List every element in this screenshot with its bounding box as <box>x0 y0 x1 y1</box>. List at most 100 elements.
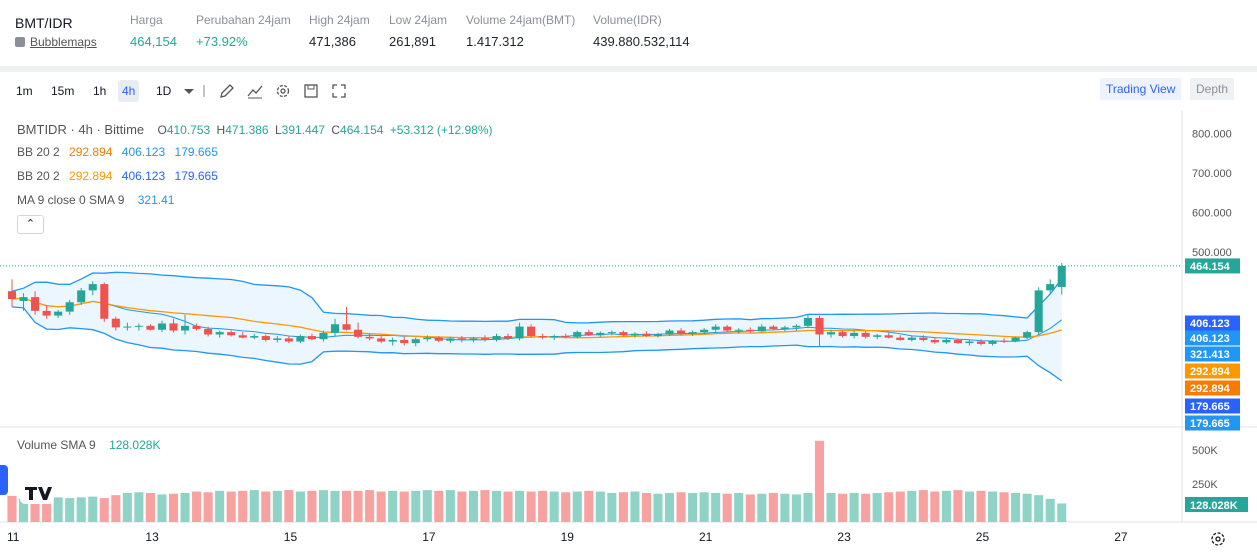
high-value: 471.386 <box>225 123 269 137</box>
volume-bar <box>399 491 409 522</box>
candle-body <box>134 325 143 327</box>
collapse-legend-button[interactable]: ⌃ <box>17 215 44 234</box>
candle <box>850 330 859 339</box>
candle <box>1034 287 1043 335</box>
side-expand-tab[interactable] <box>0 465 8 495</box>
candle-body <box>815 317 824 335</box>
candle <box>146 324 155 331</box>
high-label: H <box>216 123 226 137</box>
logo-v <box>38 487 52 500</box>
timeframe-4h[interactable]: 4h <box>118 80 140 102</box>
bubblemaps-link[interactable]: Bubblemaps <box>15 35 97 49</box>
save-icon[interactable] <box>302 82 320 100</box>
candle-body <box>123 326 132 328</box>
candle-body <box>642 333 651 337</box>
chevron-down-icon[interactable] <box>180 82 198 100</box>
volume-label-bg <box>1185 497 1248 512</box>
timeframe-1h[interactable]: 1h <box>93 84 107 98</box>
candle-body <box>457 338 466 340</box>
volume-bar <box>53 497 63 522</box>
timeframe-1d[interactable]: 1D <box>156 84 172 98</box>
timeframe-15m[interactable]: 15m <box>51 84 75 98</box>
volume-bar <box>341 490 352 522</box>
candle-body <box>538 336 547 338</box>
time-tick-label: 13 <box>145 530 159 544</box>
stat-value: 261,891 <box>389 34 436 49</box>
volume-tick-label: 250K <box>1192 479 1218 491</box>
time-tick-label: 15 <box>284 530 298 544</box>
candle-body <box>503 336 513 339</box>
volume-bar <box>699 492 709 522</box>
volume-bar <box>111 495 121 522</box>
indicator-icon[interactable] <box>246 82 264 100</box>
volume-bar <box>330 490 340 522</box>
candle-body <box>1046 284 1055 291</box>
candle <box>273 336 282 343</box>
change-value: +53.312 (+12.98%) <box>389 123 493 137</box>
candle <box>169 318 178 333</box>
bb-lower: 179.665 <box>174 145 218 159</box>
volume-bar <box>745 494 755 522</box>
candle <box>792 324 801 331</box>
volume-bar <box>445 490 455 522</box>
candle <box>538 333 547 340</box>
close-value: 464.154 <box>340 123 384 137</box>
candle-body <box>227 332 236 336</box>
price-label-text: 406.123 <box>1190 333 1230 345</box>
pencil-icon[interactable] <box>218 82 236 100</box>
gear-icon[interactable] <box>274 82 292 100</box>
volume-bar <box>7 495 17 522</box>
candle-body <box>42 310 51 316</box>
candle <box>573 330 582 339</box>
candle <box>815 315 824 347</box>
candle <box>584 329 593 337</box>
candle-body <box>873 335 882 337</box>
candle-body <box>215 332 224 335</box>
candle-body <box>515 326 524 339</box>
bb-name: BB 20 2 <box>17 145 60 159</box>
price-tick-label: 800.000 <box>1192 129 1232 141</box>
volume-bar <box>584 490 594 522</box>
candle-body <box>146 325 155 330</box>
logo-t <box>25 487 37 500</box>
depth-tab[interactable]: Depth <box>1190 78 1235 100</box>
volume-bar <box>999 492 1009 522</box>
candle <box>700 328 709 335</box>
open-value: 410.753 <box>166 123 211 137</box>
bb-legend-1: BB 20 2 292.894 406.123 179.665 <box>17 145 218 159</box>
volume-bar <box>641 493 651 522</box>
candle-body <box>953 339 962 344</box>
candle <box>826 329 836 338</box>
candle <box>642 331 651 337</box>
volume-label-text: 128.028K <box>1190 500 1238 512</box>
candle <box>180 314 190 335</box>
candle <box>238 332 247 339</box>
volume-bar <box>422 490 432 522</box>
ohlc-legend: BMTIDR · 4h · Bittime O410.753 H471.386 … <box>17 122 493 137</box>
volume-bar <box>1011 493 1021 522</box>
candle-body <box>365 336 374 339</box>
volume-bar <box>930 491 940 522</box>
candlestick-chart[interactable]: 800.000700.000600.000500.000100.000464.1… <box>0 110 1257 559</box>
stat-label: Volume(IDR) <box>593 13 662 27</box>
trading-view-tab[interactable]: Trading View <box>1100 78 1182 100</box>
volume-bar <box>468 490 478 522</box>
volume-bar <box>457 491 467 522</box>
candle-body <box>965 341 974 344</box>
candle-body <box>896 337 905 340</box>
candle-body <box>1057 265 1066 287</box>
candle <box>930 337 939 344</box>
candle-body <box>100 284 109 319</box>
candle-body <box>354 329 363 337</box>
stat-price: Harga 464,154 <box>130 13 177 49</box>
candle <box>100 282 109 322</box>
candle <box>769 325 778 331</box>
volume-bar <box>734 493 744 522</box>
candle-body <box>330 324 340 333</box>
candle <box>411 337 420 347</box>
candle-body <box>284 338 293 342</box>
volume-bar <box>618 492 628 522</box>
candle <box>469 336 478 343</box>
fullscreen-icon[interactable] <box>330 82 348 100</box>
timeframe-1m[interactable]: 1m <box>16 84 33 98</box>
